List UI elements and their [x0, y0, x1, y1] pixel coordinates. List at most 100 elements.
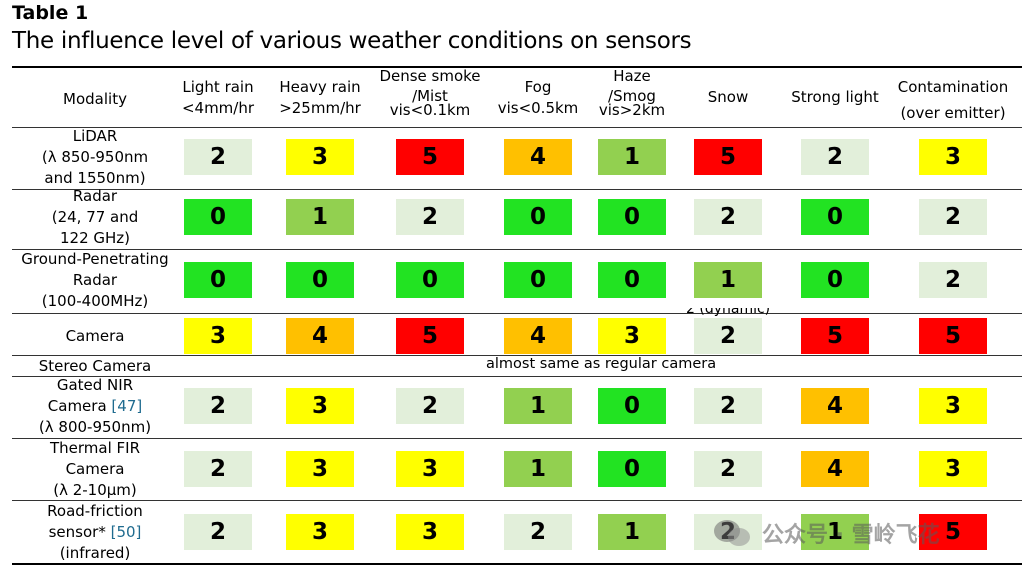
- column-header: Light rain <4mm/hr: [158, 77, 278, 119]
- modality-label: Thermal FIR Camera (λ 2-10μm): [12, 438, 178, 501]
- rating-cell: 0: [598, 262, 666, 298]
- rating-cell: 2: [919, 199, 987, 235]
- rating-cell: 0: [598, 199, 666, 235]
- column-header-line: vis<0.1km: [389, 101, 471, 119]
- rating-cell: 5: [919, 514, 987, 550]
- citation-ref[interactable]: [50]: [110, 522, 142, 541]
- rating-cell: 0: [504, 262, 572, 298]
- watermark: 公众号 · 雪岭飞花: [714, 517, 940, 549]
- rating-cell: 2: [396, 388, 464, 424]
- bottom-rule: [12, 563, 1022, 565]
- row-divider: [12, 500, 1022, 501]
- rating-cell: 2: [694, 388, 762, 424]
- rating-cell: 2: [694, 318, 762, 354]
- row-divider: [12, 355, 1022, 356]
- column-header: Contamination (over emitter): [893, 77, 1013, 124]
- rating-cell: 0: [598, 451, 666, 487]
- column-header-line: /Mist: [412, 87, 448, 105]
- modality-line: Stereo Camera: [38, 357, 152, 375]
- header-rule: [12, 127, 1022, 128]
- row-divider: [12, 249, 1022, 250]
- modality-line: (24, 77 and: [51, 207, 139, 226]
- modality-line: (100-400MHz): [41, 291, 149, 310]
- citation-ref[interactable]: [47]: [111, 396, 143, 415]
- rating-cell: 0: [598, 388, 666, 424]
- column-header: Haze/Smog vis>2km: [572, 68, 692, 119]
- rating-cell: 2: [919, 262, 987, 298]
- rating-cell: 2: [184, 139, 252, 175]
- rating-cell: 1: [598, 139, 666, 175]
- modality-label: Radar (24, 77 and 122 GHz): [12, 186, 178, 249]
- column-header-line: Snow: [707, 88, 749, 106]
- rating-cell: 3: [286, 451, 354, 487]
- rating-cell: 4: [504, 318, 572, 354]
- rating-cell: 0: [286, 262, 354, 298]
- snow-dynamic-note: 2 (dynamic): [686, 308, 776, 317]
- modality-label: Stereo Camera: [12, 356, 178, 376]
- modality-line: Camera: [65, 459, 125, 478]
- row-divider: [12, 189, 1022, 190]
- rating-cell: 5: [396, 139, 464, 175]
- modality-line: (λ 800-950nm): [38, 417, 152, 436]
- rating-cell: 2: [184, 388, 252, 424]
- column-header: Heavy rain >25mm/hr: [260, 77, 380, 119]
- rating-cell: 0: [184, 262, 252, 298]
- modality-line: (λ 2-10μm): [53, 480, 137, 499]
- rating-cell: 2: [396, 199, 464, 235]
- modality-line: (λ 850-950nm: [41, 147, 149, 166]
- column-header-line: vis>2km: [598, 101, 666, 119]
- rating-cell: 0: [801, 262, 869, 298]
- rating-cell: 5: [919, 318, 987, 354]
- modality-line: (infrared): [59, 543, 131, 562]
- rating-cell: 0: [504, 199, 572, 235]
- modality-label: Road-friction sensor* [50] (infrared): [12, 501, 178, 564]
- rating-cell: 3: [286, 388, 354, 424]
- rating-cell: 1: [504, 388, 572, 424]
- rating-cell: 3: [919, 451, 987, 487]
- rating-cell: 4: [504, 139, 572, 175]
- column-header-line: Light rain: [182, 78, 254, 96]
- rating-cell: 5: [801, 318, 869, 354]
- modality-line: 122 GHz): [59, 228, 131, 247]
- rating-cell: 3: [286, 514, 354, 550]
- rating-cell: 1: [598, 514, 666, 550]
- top-rule: [12, 66, 1022, 68]
- modality-line: Thermal FIR: [49, 438, 140, 457]
- rating-cell: 4: [801, 388, 869, 424]
- rating-cell: 0: [184, 199, 252, 235]
- rating-cell: 3: [919, 388, 987, 424]
- column-header: Dense smoke/Mist vis<0.1km: [370, 67, 490, 119]
- modality-line: and 1550nm): [44, 168, 146, 187]
- rating-cell: 2: [694, 199, 762, 235]
- stereo-camera-note: almost same as regular camera: [486, 356, 717, 372]
- rating-cell: 3: [184, 318, 252, 354]
- rating-cell: 5: [694, 139, 762, 175]
- column-header-line: <4mm/hr: [181, 99, 255, 117]
- modality-label: Camera: [12, 326, 178, 346]
- rating-cell: 2: [801, 139, 869, 175]
- rating-cell: 4: [801, 451, 869, 487]
- rating-cell: 3: [396, 451, 464, 487]
- modality-line: Camera: [65, 327, 125, 345]
- table-title: The influence level of various weather c…: [12, 28, 692, 54]
- modality-line: Radar: [72, 186, 118, 205]
- modality-label: Ground-Penetrating Radar (100-400MHz): [12, 249, 178, 312]
- modality-line: Gated NIR: [56, 375, 134, 394]
- column-header: Fog vis<0.5km: [478, 77, 598, 119]
- rating-cell: 3: [919, 139, 987, 175]
- column-header-line: vis<0.5km: [497, 99, 579, 117]
- row-divider: [12, 438, 1022, 439]
- rating-cell: 3: [396, 514, 464, 550]
- modality-line: Road-friction: [47, 501, 143, 520]
- rating-cell: 5: [396, 318, 464, 354]
- rating-cell: 1: [801, 514, 869, 550]
- column-header-line: Dense smoke: [379, 67, 481, 85]
- modality-label: LiDAR (λ 850-950nm and 1550nm): [12, 126, 178, 189]
- watermark-text: 公众号 · 雪岭飞花: [762, 523, 940, 548]
- modality-line: Radar: [72, 270, 118, 289]
- rating-cell: 1: [504, 451, 572, 487]
- column-header-line: Contamination: [897, 78, 1009, 96]
- column-header: Snow: [668, 87, 788, 108]
- modality-line: Camera [47]: [47, 396, 143, 415]
- modality-line: Ground-Penetrating: [21, 249, 169, 268]
